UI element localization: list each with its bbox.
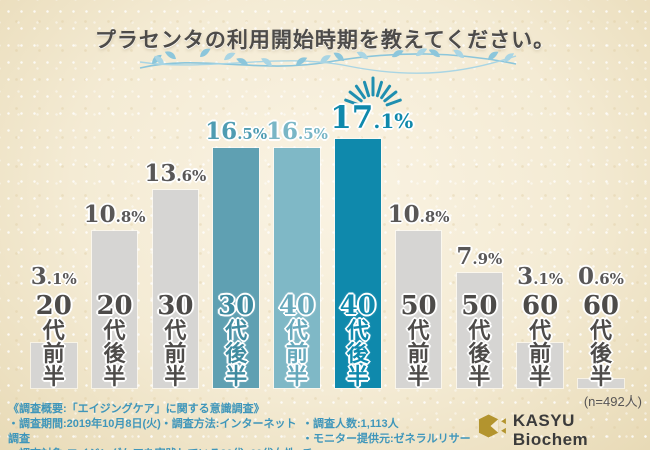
bar-category-label: 60 代後半 xyxy=(582,291,620,390)
bar-2 xyxy=(91,230,138,388)
brand-logo: KASYU Biochem 佳秀バイオケム xyxy=(478,411,650,450)
bar-category-label: 50 代前半 xyxy=(400,291,437,390)
bar-category-label: 40 代後半 xyxy=(339,291,376,390)
kasyu-logo-icon xyxy=(478,414,506,438)
bar-value-label: 17.1% xyxy=(330,100,414,137)
bar-5 xyxy=(274,147,320,388)
bar-9 xyxy=(517,342,563,388)
bar-category-label: 60 代前半 xyxy=(522,291,559,390)
bar-category-label: 20 代後半 xyxy=(96,291,133,390)
survey-period-method: ・調査期間:2019年10月8日(火)・調査方法:インターネット調査 xyxy=(8,418,297,445)
bar-category-label: 40 代前半 xyxy=(278,291,316,390)
bar-value-label: 3.1% xyxy=(30,263,77,290)
survey-summary-heading: 《調査概要:「エイジングケア」に関する意識調査》 xyxy=(8,403,265,415)
bar-value-label: 7.9% xyxy=(456,243,503,271)
emphasis-rays-icon xyxy=(344,76,402,107)
bar-category-label: 30 代後半 xyxy=(218,291,255,390)
bar-8 xyxy=(456,273,503,388)
bar-10 xyxy=(578,379,624,388)
bar-4 xyxy=(213,147,259,388)
survey-summary: 《調査概要:「エイジングケア」に関する意識調査》 ・調査期間:2019年10月8… xyxy=(8,402,478,450)
bar-value-label: 16.5% xyxy=(265,117,328,145)
bar-value-label: 10.8% xyxy=(83,200,146,228)
bar-3 xyxy=(152,190,199,388)
vine-decoration-icon xyxy=(139,48,517,74)
bar-value-label: 3.1% xyxy=(517,263,564,290)
bar-category-label: 50 代後半 xyxy=(461,291,498,390)
bar-value-label: 0.6% xyxy=(577,263,624,290)
survey-monitor-provider: ・モニター提供元:ゼネラルリサーチ xyxy=(302,433,471,450)
bar-category-label: 30 代前半 xyxy=(157,291,194,390)
bar-value-label: 16.5% xyxy=(205,117,268,145)
bar-1 xyxy=(31,342,77,388)
bar-6 xyxy=(335,139,381,388)
brand-name: KASYU Biochem xyxy=(512,411,589,449)
bar-value-label: 13.6% xyxy=(144,160,207,188)
survey-sample-size: ・調査人数:1,113人 xyxy=(302,418,399,430)
bar-category-label: 20 代前半 xyxy=(35,291,72,390)
bar-value-label: 10.8% xyxy=(387,200,450,228)
n-count-note: (n=492人) xyxy=(583,394,642,409)
bar-7 xyxy=(395,230,442,388)
chart-title: プラセンタの利用開始時期を教えてください。 xyxy=(94,27,556,52)
survey-target: ・調査対象:エイジングケアを実践している30代~60代女性 xyxy=(8,447,302,450)
